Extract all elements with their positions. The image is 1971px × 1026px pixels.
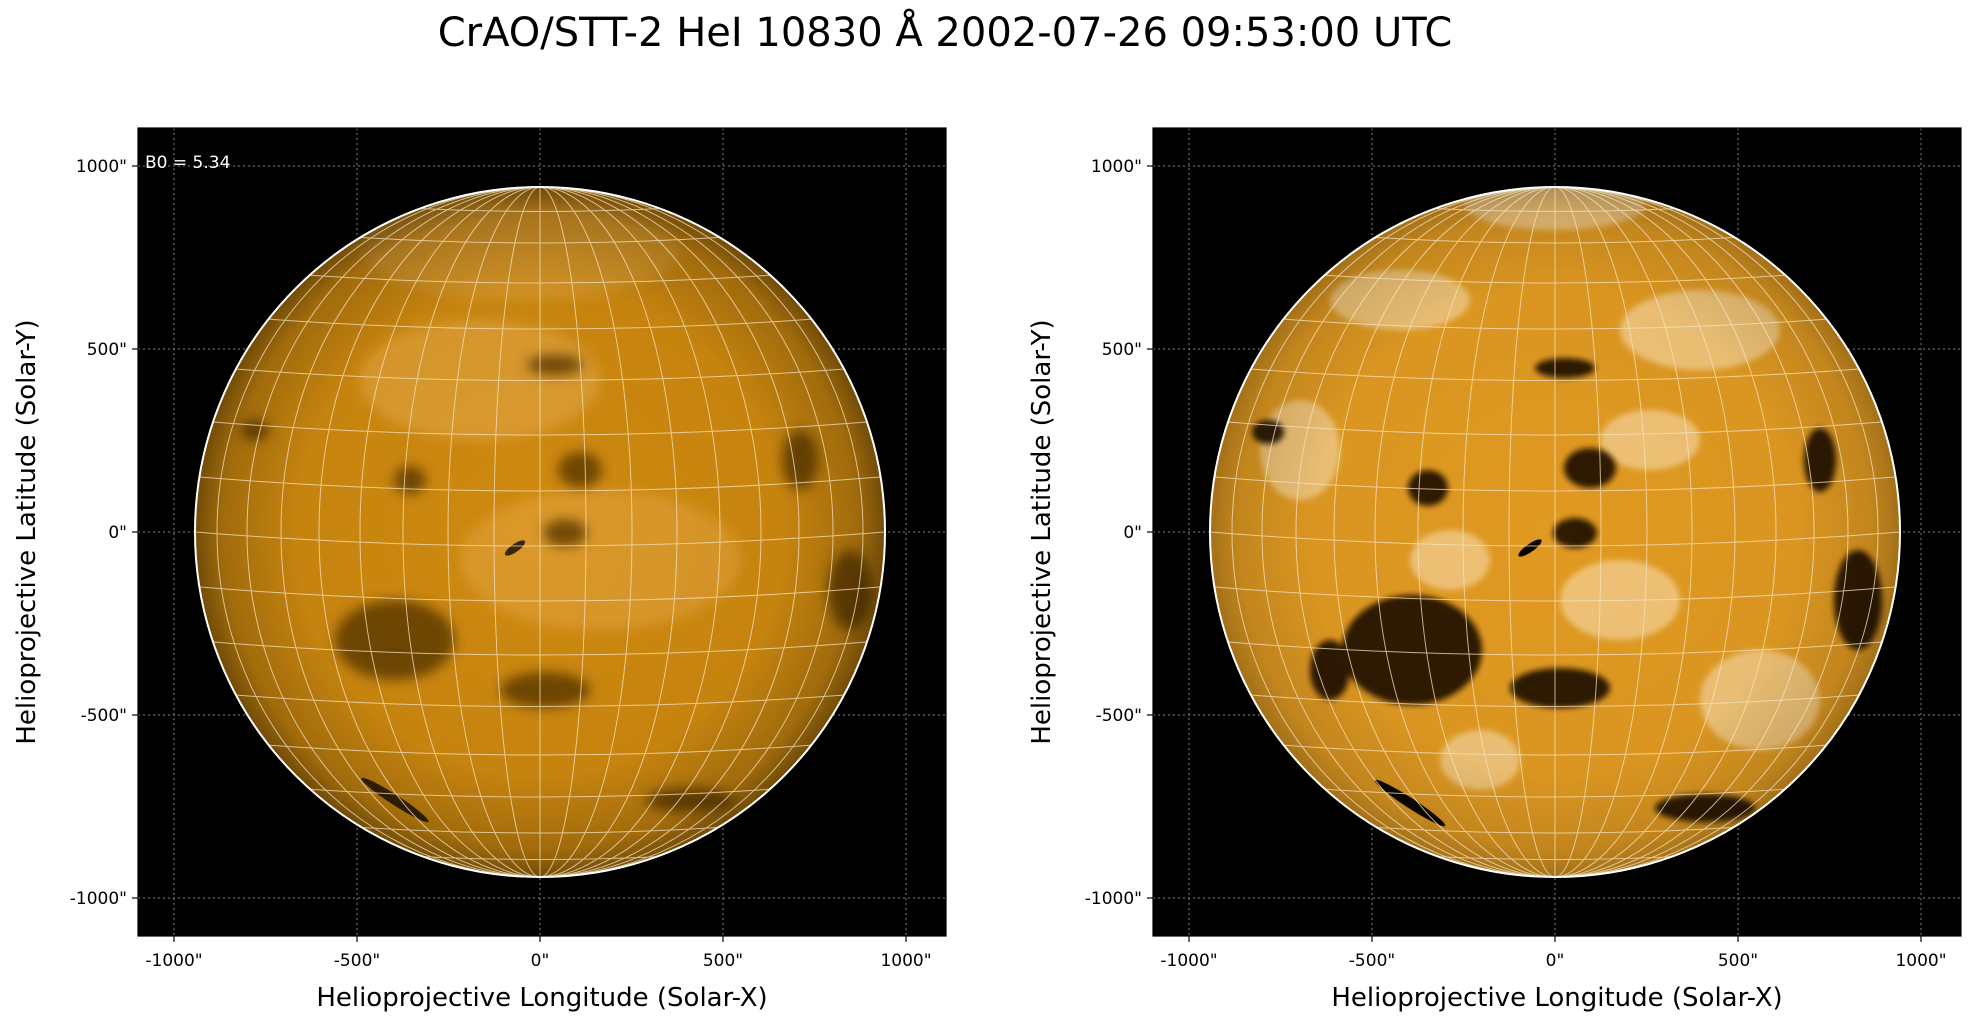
x-tick-label: -1000" bbox=[145, 951, 202, 971]
y-ticks-left bbox=[132, 165, 138, 899]
y-tick-label: -500" bbox=[81, 706, 127, 726]
y-tick-label: -1000" bbox=[70, 889, 127, 909]
x-tick-label: 1000" bbox=[880, 951, 931, 971]
x-tick-label: -500" bbox=[334, 951, 380, 971]
y-tick-label: 500" bbox=[1102, 340, 1142, 360]
y-tick-label: 0" bbox=[108, 523, 127, 543]
x-axis-label: Helioprojective Longitude (Solar-X) bbox=[316, 983, 767, 1013]
map-panel-right: -1000" -500" 0" 500" 1000" 1000" 500" 0"… bbox=[1027, 127, 1962, 1013]
y-tick-label: -500" bbox=[1096, 706, 1142, 726]
figure-title: CrAO/STT-2 HeI 10830 Å 2002-07-26 09:53:… bbox=[437, 10, 1453, 56]
map-panel-left: B0 = 5.34 -1000" -500" 0" 500" 1000" 100… bbox=[12, 127, 947, 1013]
limb-outline-right bbox=[1209, 186, 1901, 878]
limb-outline-left bbox=[194, 186, 886, 878]
y-tick-label: 0" bbox=[1123, 523, 1142, 543]
x-tick-label: 0" bbox=[1546, 951, 1565, 971]
x-tick-label: -500" bbox=[1349, 951, 1395, 971]
x-tick-label: 0" bbox=[531, 951, 550, 971]
y-tick-label: 500" bbox=[87, 340, 127, 360]
y-tick-label: 1000" bbox=[1091, 157, 1142, 177]
y-axis-label: Helioprojective Latitude (Solar-Y) bbox=[12, 319, 42, 744]
x-tick-label: -1000" bbox=[1160, 951, 1217, 971]
graticule-left bbox=[195, 187, 885, 877]
y-tick-label: 1000" bbox=[76, 157, 127, 177]
y-ticks-right bbox=[1147, 165, 1153, 899]
x-ticks-right bbox=[1188, 936, 1922, 942]
y-axis-label: Helioprojective Latitude (Solar-Y) bbox=[1027, 319, 1057, 744]
graticule-right bbox=[1210, 187, 1900, 877]
x-axis-label: Helioprojective Longitude (Solar-X) bbox=[1331, 983, 1782, 1013]
solar-disk-right bbox=[1210, 187, 1900, 877]
x-tick-label: 500" bbox=[703, 951, 743, 971]
b0-annotation: B0 = 5.34 bbox=[145, 153, 230, 173]
y-tick-label: -1000" bbox=[1085, 889, 1142, 909]
solar-disk-left bbox=[195, 187, 885, 877]
x-tick-label: 500" bbox=[1718, 951, 1758, 971]
x-ticks-left bbox=[173, 936, 907, 942]
x-tick-label: 1000" bbox=[1895, 951, 1946, 971]
